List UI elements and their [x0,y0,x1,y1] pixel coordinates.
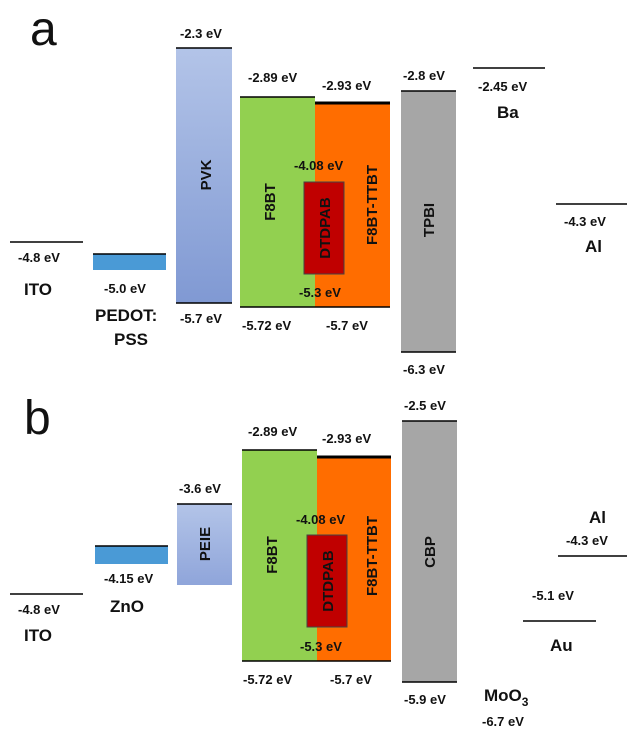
pvk-lumo-label: -2.3 eV [180,26,222,41]
ito-label: ITO [24,280,52,299]
panel-a: a -4.8 eV ITO -5.0 eV PEDOT: PSS -2.3 eV… [10,3,627,377]
f8bt-homo-label: -5.72 eV [243,672,292,687]
au-level-label: -5.1 eV [532,588,574,603]
f8bt-lumo-label: -2.89 eV [248,424,297,439]
ito-label: ITO [24,626,52,645]
al-level-label: -4.3 eV [564,214,606,229]
cbp-label: CBP [422,536,439,568]
peie-label: PEIE [197,527,214,561]
al-label: Al [585,237,602,256]
cbp-homo-label: -5.9 eV [404,692,446,707]
f8bt-ttbt-label: F8BT-TTBT [364,516,381,596]
tpbi-label: TPBI [421,203,438,237]
tpbi-layer [401,91,456,352]
f8bt-layer [242,450,317,661]
pedot-pss-level-label: -5.0 eV [104,281,146,296]
dtdpab-homo-label: -5.3 eV [299,285,341,300]
dtdpab-label: DTDPAB [317,197,334,259]
f8bt-ttbt-lumo-label: -2.93 eV [322,431,371,446]
pedot-pss-layer [93,254,166,270]
au-label: Au [550,636,573,655]
ito-level-label: -4.8 eV [18,250,60,265]
f8bt-homo-label: -5.72 eV [242,318,291,333]
dtdpab-layer [303,181,345,275]
moo3-level-label: -6.7 eV [482,714,524,729]
panel-b: b -4.8 eV ITO -4.15 eV ZnO -3.6 eV PEIE … [10,392,627,729]
f8bt-lumo-label: -2.89 eV [248,70,297,85]
moo3-label: MoO3 [484,686,529,709]
f8bt-ttbt-lumo-label: -2.93 eV [322,78,371,93]
peie-layer [177,504,232,585]
cbp-lumo-label: -2.5 eV [404,398,446,413]
al-level-label: -4.3 eV [566,533,608,548]
f8bt-ttbt-homo-label: -5.7 eV [330,672,372,687]
dtdpab-label: DTDPAB [320,550,337,612]
pvk-layer [176,48,232,303]
pedot-pss-label-line2: PSS [114,330,148,349]
pvk-homo-label: -5.7 eV [180,311,222,326]
cbp-layer [402,421,457,682]
f8bt-label: F8BT [262,183,279,221]
ito-level-label: -4.8 eV [18,602,60,617]
ba-label: Ba [497,103,519,122]
dtdpab-lumo-label: -4.08 eV [294,158,343,173]
f8bt-ttbt-homo-label: -5.7 eV [326,318,368,333]
f8bt-layer [240,97,315,307]
dtdpab-lumo-label: -4.08 eV [296,512,345,527]
pvk-label: PVK [198,159,215,190]
al-label: Al [589,508,606,527]
tpbi-homo-label: -6.3 eV [403,362,445,377]
tpbi-lumo-label: -2.8 eV [403,68,445,83]
f8bt-ttbt-label: F8BT-TTBT [364,165,381,245]
dtdpab-layer [306,534,348,628]
panel-b-letter: b [24,392,51,445]
ba-level-label: -2.45 eV [478,79,527,94]
f8bt-label: F8BT [264,536,281,574]
zno-label: ZnO [110,597,144,616]
peie-lumo-label: -3.6 eV [179,481,221,496]
panel-a-letter: a [30,3,57,56]
zno-layer [95,546,168,564]
dtdpab-homo-label: -5.3 eV [300,639,342,654]
zno-level-label: -4.15 eV [104,571,153,586]
pedot-pss-label-line1: PEDOT: [95,306,157,325]
